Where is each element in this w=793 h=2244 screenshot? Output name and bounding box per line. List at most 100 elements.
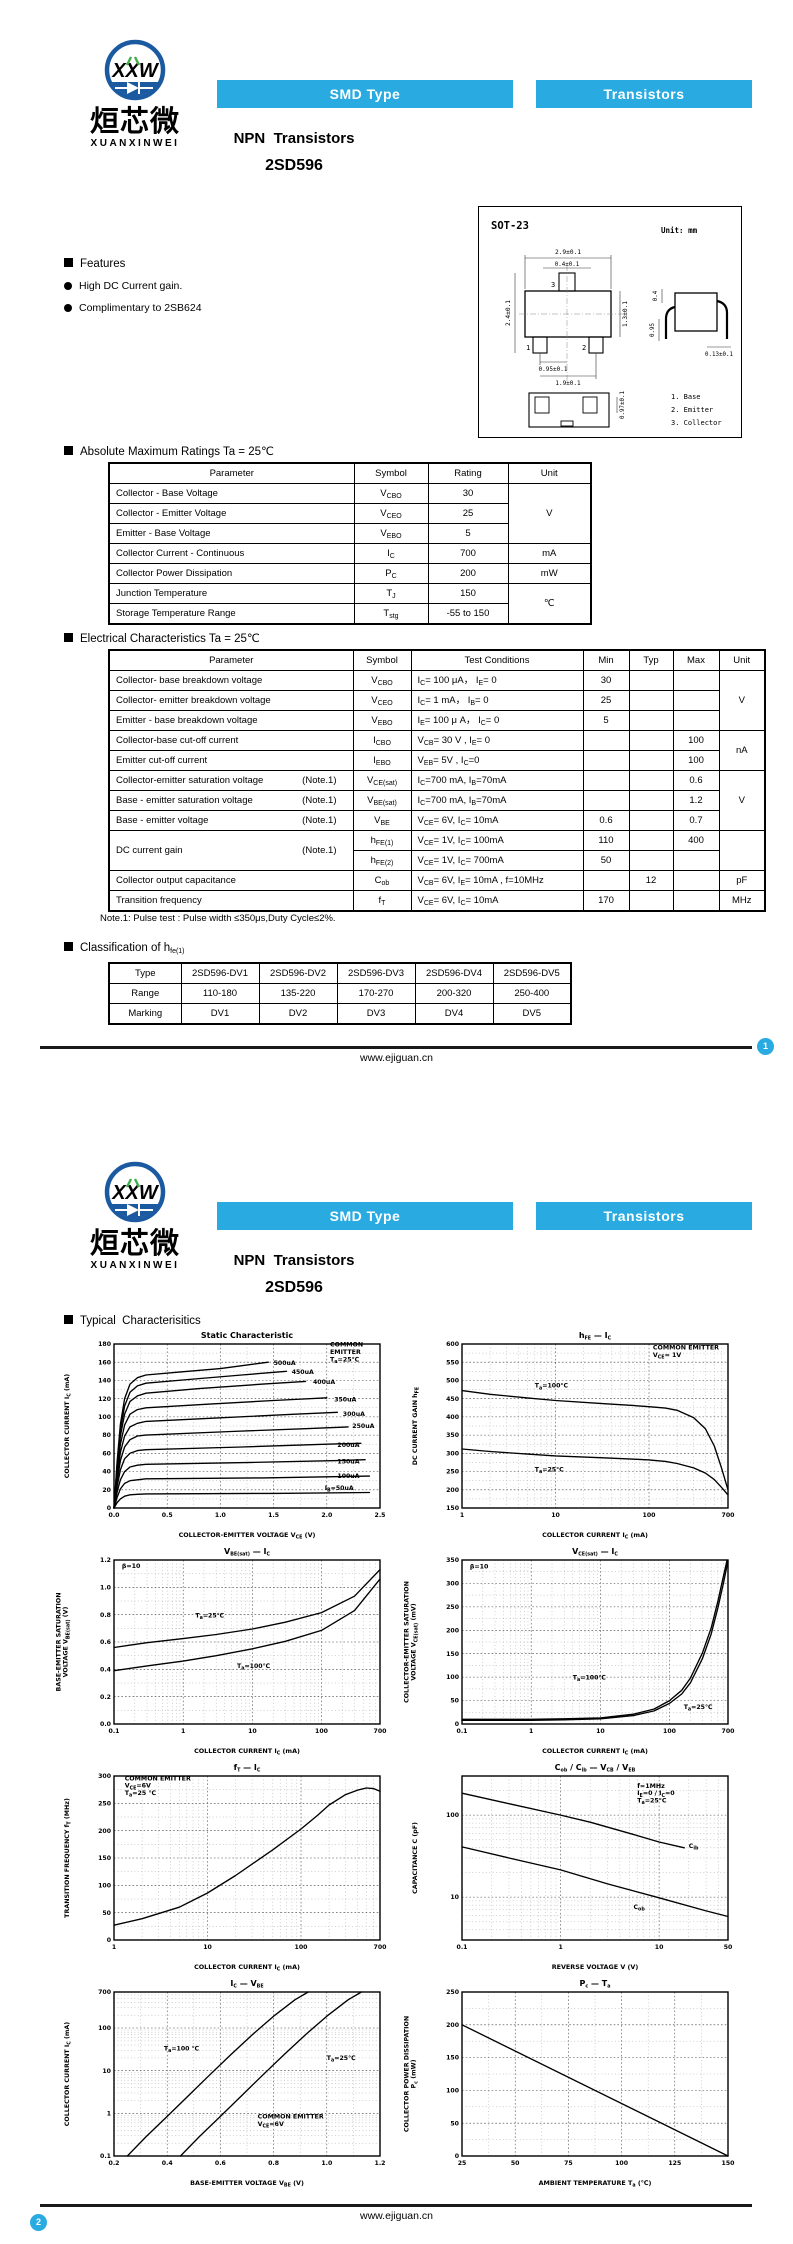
svg-text:1.2: 1.2 [375, 2160, 386, 2167]
symbol-cell: VCBO [352, 670, 412, 691]
range-cell: 250-400 [492, 983, 572, 1004]
svg-text:0.4±0.1: 0.4±0.1 [555, 262, 580, 268]
max-cell [672, 710, 720, 731]
svg-text:0.13±0.1: 0.13±0.1 [705, 352, 733, 358]
unit-cell: mW [507, 563, 592, 584]
svg-text:0.6: 0.6 [215, 2160, 226, 2167]
part-number: 2SD596 [265, 1279, 323, 1296]
symbol-cell: fT [352, 890, 412, 912]
svg-text:COLLECTOR-EMITTER VOLTAGE VC: COLLECTOR-EMITTER VOLTAGE VCE (V) [179, 1531, 316, 1540]
svg-text:0: 0 [107, 1937, 112, 1944]
param-cell: Storage Temperature Range [108, 603, 355, 625]
svg-text:10: 10 [102, 2068, 111, 2075]
param-cell: Collector Current - Continuous [108, 543, 355, 564]
svg-text:150uA: 150uA [337, 1458, 359, 1465]
svg-text:50: 50 [450, 1698, 459, 1705]
table-row: Collector - Base Voltage VCBO 30 V [108, 483, 592, 544]
chart-vcesat-vs-ic: 0.1 1 10 100 700 0 50 100 150 200 250 300 350 Ta=100℃… [404, 1544, 738, 1757]
typ-cell [628, 890, 674, 912]
symbol-cell: Tstg [353, 603, 429, 625]
typ-cell [628, 770, 674, 791]
svg-text:Ta=25℃: Ta=25℃ [684, 1704, 713, 1713]
svg-text:VCE= 1V: VCE= 1V [653, 1352, 682, 1361]
unit-cell: mA [507, 543, 592, 564]
max-cell: 100 [672, 730, 720, 751]
svg-text:Ta=25℃: Ta=25℃ [195, 1612, 224, 1621]
svg-text:0.1: 0.1 [457, 1728, 468, 1735]
min-cell [582, 770, 630, 791]
table-row: Transition frequency fT VCE= 6V, IC= 10mA 1… [108, 890, 766, 912]
svg-text:1.0: 1.0 [321, 2160, 333, 2167]
param-cell: Base - emitter saturation voltage (Note.1… [108, 790, 354, 811]
svg-text:150: 150 [446, 1651, 460, 1658]
type-cell: 2SD596-DV2 [258, 962, 338, 984]
svg-text:Ta=25°C: Ta=25°C [637, 1797, 667, 1807]
part-number: 2SD596 [265, 157, 323, 174]
symbol-cell: VCBO [353, 483, 429, 504]
footer-url[interactable]: www.ejiguan.cn [360, 2210, 433, 2222]
rating-cell: 5 [427, 523, 509, 544]
svg-text:COLLECTOR POWER DISSIPATIONPc: COLLECTOR POWER DISSIPATIONPc (mW) [404, 2016, 419, 2132]
type-cell: 2SD596-DV1 [180, 962, 260, 984]
svg-text:1.0: 1.0 [100, 1584, 112, 1591]
svg-text:250: 250 [98, 1800, 112, 1807]
svg-text:10: 10 [203, 1944, 212, 1951]
conditions-cell: VCB= 30 V , IE= 0 [410, 730, 584, 751]
svg-text:300: 300 [98, 1773, 112, 1780]
range-cell: 170-270 [336, 983, 416, 1004]
svg-text:0.5: 0.5 [162, 1512, 173, 1519]
table-row: Collector-emitter saturation voltage (Not… [108, 770, 766, 831]
table-row: Collector- emitter breakdown voltage VCEO… [108, 690, 765, 711]
svg-text:COLLECTOR CURRENT IC (mA): COLLECTOR CURRENT IC (mA) [194, 1963, 300, 1972]
table-row: DC current gain (Note.1) hFE(1) VCE= 1V, IC… [108, 830, 766, 871]
svg-text:COLLECTOR CURRENT IC (mA): COLLECTOR CURRENT IC (mA) [64, 1374, 73, 1478]
banner-transistors: Transistors [536, 80, 752, 108]
marking-cell: DV3 [336, 1003, 416, 1025]
svg-text:100: 100 [98, 2025, 112, 2032]
min-cell: 25 [582, 690, 630, 711]
svg-text:400: 400 [446, 1414, 460, 1421]
svg-text:Unit: mm: Unit: mm [661, 226, 698, 235]
svg-text:COMMON EMITTER: COMMON EMITTER [258, 2114, 324, 2121]
typ-cell [628, 690, 674, 711]
svg-text:1: 1 [558, 1944, 562, 1951]
svg-text:0.2: 0.2 [100, 1694, 111, 1701]
svg-text:Ta=25℃: Ta=25℃ [327, 2055, 356, 2064]
param-cell: Base - emitter voltage (Note.1) [108, 810, 354, 831]
svg-text:2.9±0.1: 2.9±0.1 [555, 249, 581, 256]
svg-text:150: 150 [98, 1855, 112, 1862]
header-cell: Symbol [352, 649, 412, 671]
table-row: Storage Temperature Range Tstg -55 to 150 [108, 603, 591, 625]
svg-text:20: 20 [102, 1487, 111, 1494]
footer-url[interactable]: www.ejiguan.cn [360, 1052, 433, 1064]
svg-text:COLLECTOR CURRENT IC (mA): COLLECTOR CURRENT IC (mA) [194, 1747, 300, 1756]
header-cell: Test Conditions [410, 649, 584, 671]
svg-text:100: 100 [446, 1674, 460, 1681]
table-header-row: Parameter Symbol Test Conditions Min Typ… [108, 649, 766, 671]
param-cell: Junction Temperature [108, 583, 355, 604]
svg-text:10: 10 [248, 1728, 257, 1735]
banner-transistors: Transistors [536, 1202, 752, 1230]
typ-cell [628, 710, 674, 731]
param-cell: Emitter cut-off current [108, 750, 354, 771]
row-label-cell: Type [108, 962, 182, 984]
header-cell: Symbol [353, 462, 429, 484]
min-cell: 5 [582, 710, 630, 731]
svg-text:50: 50 [102, 1910, 111, 1917]
header-cell: Parameter [108, 649, 354, 671]
svg-text:VBE(sat) — IC: VBE(sat) — IC [224, 1547, 270, 1558]
conditions-cell: IE= 100 μ A， IC= 0 [410, 710, 584, 731]
svg-text:1: 1 [181, 1728, 185, 1735]
svg-text:150: 150 [722, 2160, 736, 2167]
svg-text:500: 500 [446, 1378, 460, 1385]
svg-text:COMMON EMITTER: COMMON EMITTER [653, 1345, 719, 1352]
symbol-cell: VEBO [352, 710, 412, 731]
svg-text:700: 700 [374, 1728, 388, 1735]
svg-text:3. Collector: 3. Collector [671, 419, 722, 427]
svg-text:COLLECTOR CURRENT IC (mA): COLLECTOR CURRENT IC (mA) [542, 1531, 648, 1540]
rating-cell: -55 to 150 [427, 603, 509, 625]
datasheet-page-2: XXW 烜芯微 XUANXINWEI SMD Type Transistors … [0, 1122, 793, 2244]
svg-text:0.95: 0.95 [650, 323, 656, 337]
svg-text:100: 100 [446, 1812, 460, 1819]
conditions-cell: VCB= 6V, IE= 10mA , f=10MHz [410, 870, 584, 891]
